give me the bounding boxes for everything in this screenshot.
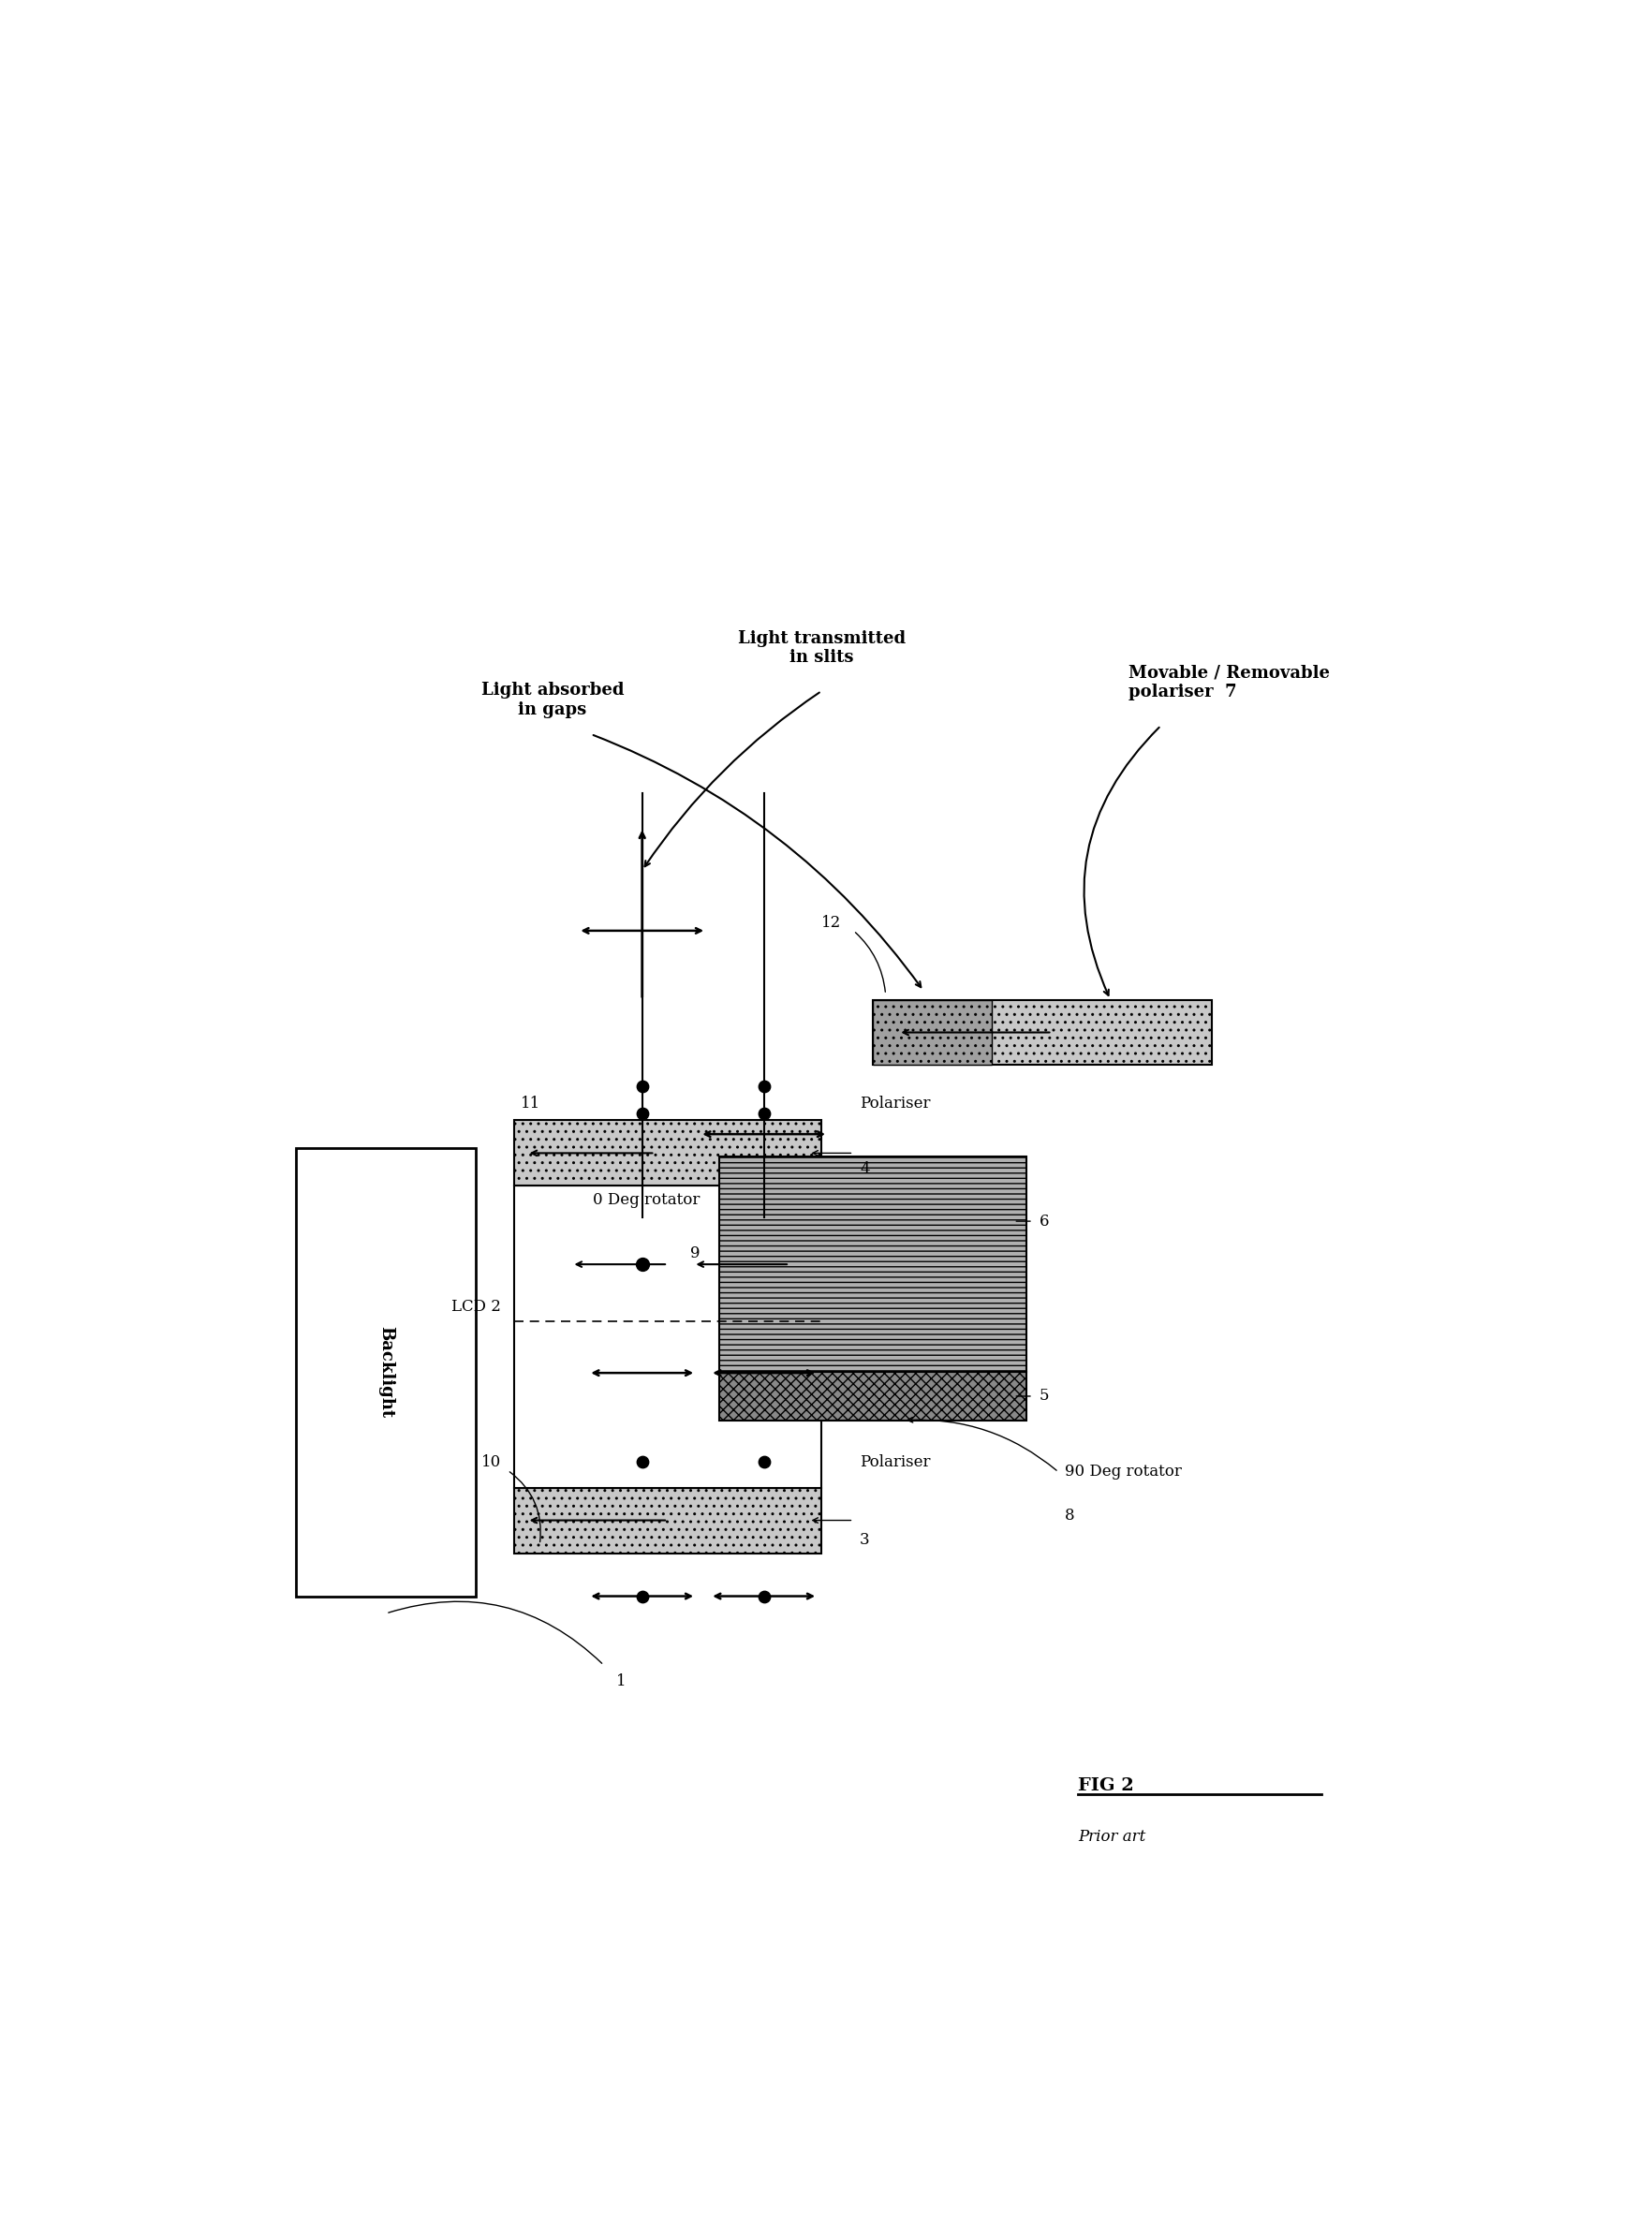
Text: 4: 4 <box>859 1162 869 1178</box>
Text: 5: 5 <box>1039 1388 1049 1404</box>
Text: Movable / Removable
polariser  7: Movable / Removable polariser 7 <box>1128 665 1330 701</box>
Bar <box>872 999 991 1066</box>
Point <box>628 1068 654 1104</box>
Text: FIG 2: FIG 2 <box>1077 1778 1133 1793</box>
Point <box>628 1247 654 1283</box>
Text: 1: 1 <box>616 1675 626 1690</box>
Point <box>750 1578 776 1614</box>
Text: Backlight: Backlight <box>377 1325 395 1417</box>
Bar <box>872 999 1211 1066</box>
Point <box>628 1444 654 1480</box>
Text: 3: 3 <box>859 1531 869 1547</box>
Bar <box>719 1373 1026 1420</box>
Text: Light absorbed
in gaps: Light absorbed in gaps <box>481 681 623 719</box>
Text: Prior art: Prior art <box>1077 1829 1145 1845</box>
Text: Polariser: Polariser <box>859 1455 930 1471</box>
Point <box>628 1578 654 1614</box>
Text: 0 Deg rotator: 0 Deg rotator <box>593 1191 699 1207</box>
Text: 6: 6 <box>1039 1214 1049 1229</box>
Text: LCD 2: LCD 2 <box>451 1299 501 1314</box>
Bar <box>296 1149 476 1596</box>
Point <box>750 1444 776 1480</box>
Text: 90 Deg rotator: 90 Deg rotator <box>1064 1464 1181 1480</box>
Bar <box>719 1158 1026 1373</box>
Point <box>750 1068 776 1104</box>
Bar <box>514 1187 821 1487</box>
Text: 12: 12 <box>821 916 841 931</box>
Bar <box>514 1487 821 1554</box>
Point <box>628 1095 654 1131</box>
Point <box>750 1095 776 1131</box>
Text: Polariser: Polariser <box>859 1095 930 1113</box>
Text: 10: 10 <box>481 1455 501 1471</box>
Text: 8: 8 <box>1064 1507 1074 1523</box>
Text: 9: 9 <box>689 1245 699 1261</box>
Bar <box>514 1120 821 1187</box>
Text: 11: 11 <box>520 1095 540 1113</box>
Text: Light transmitted
in slits: Light transmitted in slits <box>737 629 905 667</box>
